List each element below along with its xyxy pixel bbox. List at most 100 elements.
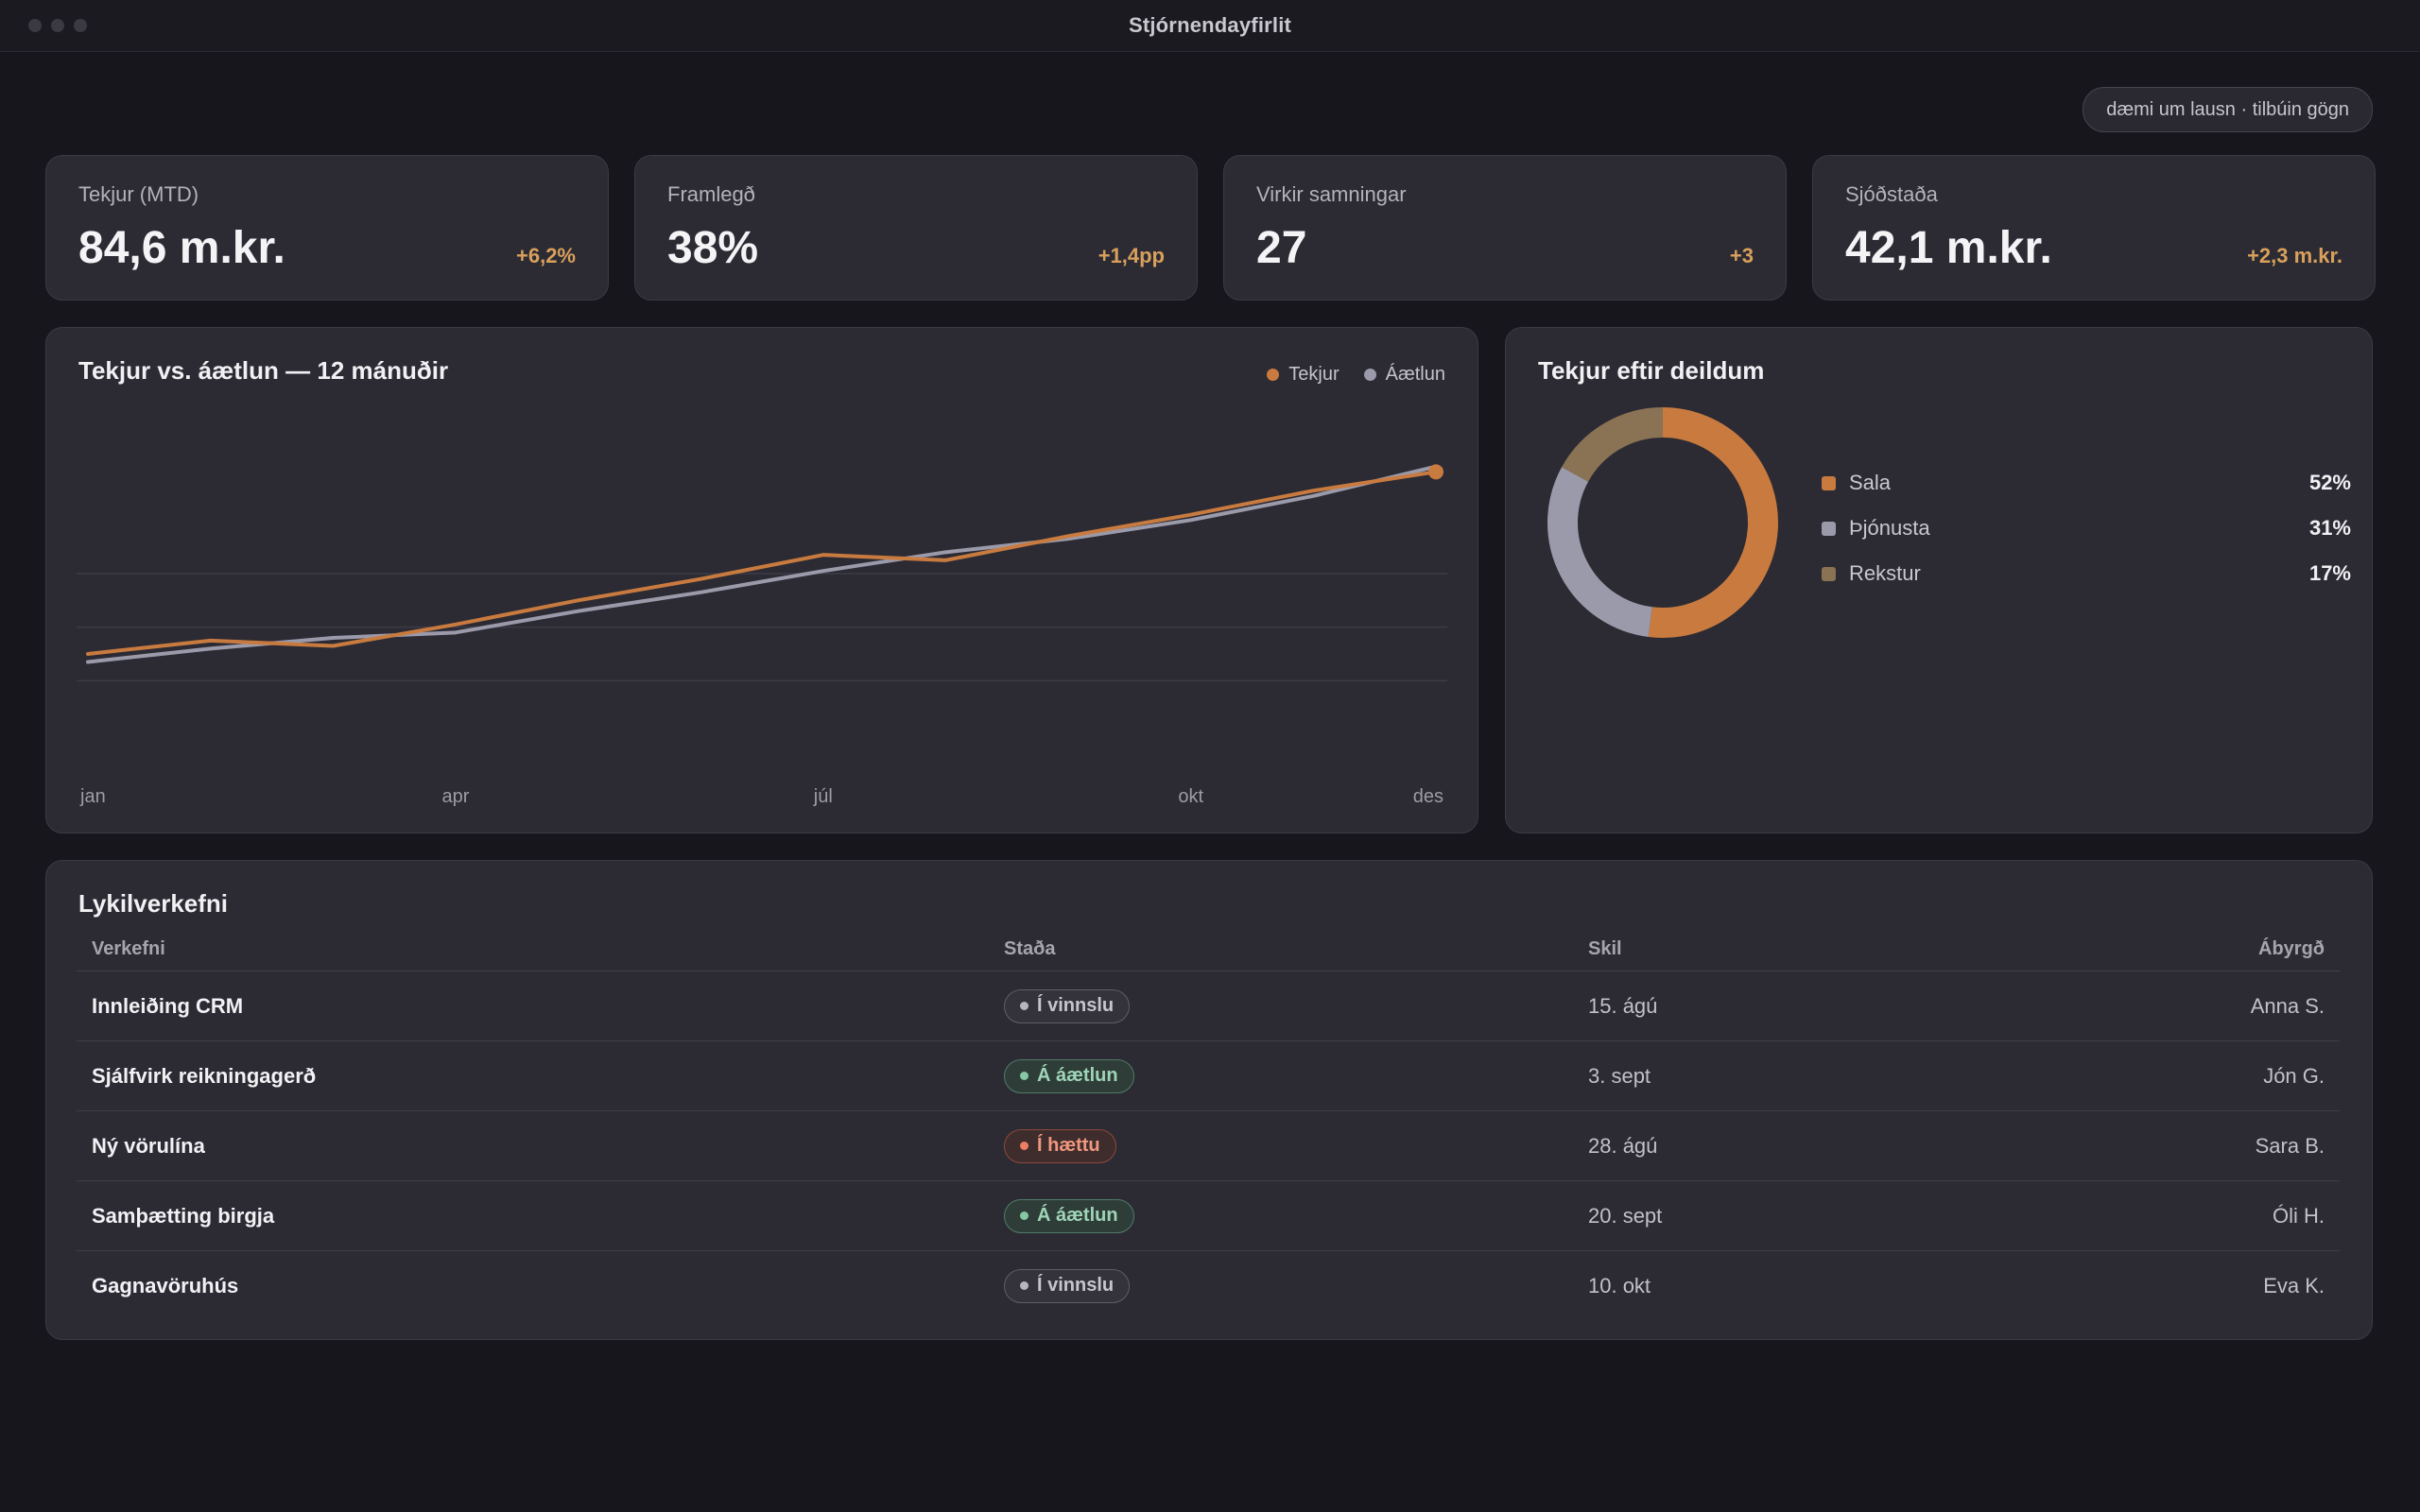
status-dot: [1020, 1211, 1028, 1220]
task-name: Innleiðing CRM: [77, 971, 989, 1041]
legend-label: Rekstur: [1849, 561, 1921, 585]
table-row[interactable]: Sjálfvirk reikningagerð Á áætlun 3. sept…: [77, 1040, 2340, 1111]
status-dot: [1020, 1142, 1028, 1150]
status-dot: [1020, 1072, 1028, 1080]
donut-legend: Sala 52% Þjónusta 31% Rekstur 17%: [1822, 460, 2351, 596]
line-chart: jan apr júl okt des: [77, 464, 1447, 807]
kpi-value: 27: [1256, 223, 1307, 273]
line-chart-legend: Tekjur Áætlun: [1267, 364, 1445, 386]
status-label: Á áætlun: [1037, 1065, 1118, 1086]
minimize-window-button[interactable]: [51, 19, 64, 32]
kpi-card-contracts: Virkir samningar 27 +3: [1223, 155, 1787, 301]
due-date: 28. ágú: [1573, 1110, 2076, 1181]
legend-dot: [1267, 369, 1280, 381]
x-tick-label: apr: [441, 786, 469, 807]
status-dot: [1020, 1002, 1028, 1010]
kpi-card-cash: Sjóðstaða 42,1 m.kr. +2,3 m.kr.: [1812, 155, 2376, 301]
column-header-owner[interactable]: Ábyrgð: [2076, 927, 2340, 971]
status-badge: Í vinnslu: [1004, 1268, 1131, 1303]
kpi-delta: +1,4pp: [1098, 244, 1165, 267]
x-tick-label: des: [1413, 786, 1443, 807]
revenue-vs-plan-panel: Tekjur vs. áætlun — 12 mánuðir Tekjur Áæ…: [45, 327, 1478, 833]
series-line-plan: [86, 464, 1438, 664]
owner-name: Jón G.: [2076, 1040, 2340, 1111]
status-dot: [1020, 1281, 1028, 1290]
due-date: 15. ágú: [1573, 971, 2076, 1041]
kpi-value: 42,1 m.kr.: [1845, 223, 2052, 273]
status-label: Í hættu: [1037, 1135, 1100, 1156]
task-name: Sjálfvirk reikningagerð: [77, 1040, 989, 1111]
owner-name: Sara B.: [2076, 1110, 2340, 1181]
column-header-status[interactable]: Staða: [989, 927, 1573, 971]
projects-table: Verkefni Staða Skil Ábyrgð Innleiðing CR…: [77, 927, 2340, 1320]
status-label: Í vinnslu: [1037, 1275, 1115, 1296]
legend-dot: [1363, 369, 1376, 381]
table-header-row: Verkefni Staða Skil Ábyrgð: [77, 927, 2340, 971]
status-label: Í vinnslu: [1037, 995, 1115, 1016]
donut-chart: [1547, 407, 1778, 638]
table-row[interactable]: Samþætting birgja Á áætlun 20. sept Óli …: [77, 1180, 2340, 1251]
owner-name: Anna S.: [2076, 971, 2340, 1041]
column-header-due[interactable]: Skil: [1573, 927, 2076, 971]
owner-name: Eva K.: [2263, 1273, 2325, 1297]
window-title: Stjórnendayfirlit: [1128, 13, 1292, 37]
key-projects-panel: Lykilverkefni Verkefni Staða Skil Ábyrgð…: [45, 860, 2373, 1340]
status-label: Á áætlun: [1037, 1205, 1118, 1226]
column-header-task[interactable]: Verkefni: [77, 927, 989, 971]
legend-label: Þjónusta: [1849, 516, 1930, 540]
line-chart-title: Tekjur vs. áætlun — 12 mánuðir: [78, 356, 449, 385]
maximize-window-button[interactable]: [74, 19, 87, 32]
window-controls[interactable]: [28, 19, 87, 32]
legend-value: 31%: [2308, 516, 2351, 540]
status-badge: Í vinnslu: [1004, 988, 1131, 1023]
status-badge: Í hættu: [1004, 1128, 1116, 1163]
donut-chart-title: Tekjur eftir deildum: [1538, 356, 1765, 385]
series-endpoint-marker: [1428, 464, 1443, 480]
donut-legend-item-operations: Rekstur 17%: [1822, 551, 2351, 596]
kpi-delta: +3: [1729, 244, 1754, 267]
kpi-value: 84,6 m.kr.: [78, 223, 285, 273]
x-tick-label: okt: [1178, 786, 1203, 807]
donut-slice-1: [1547, 467, 1653, 638]
revenue-by-department-panel: Tekjur eftir deildum Sala 52% Þjónusta 3…: [1505, 327, 2373, 833]
table-row[interactable]: Ný vörulína Í hættu 28. ágú Sara B.: [77, 1110, 2340, 1181]
donut-legend-item-sales: Sala 52%: [1822, 460, 2351, 506]
kpi-label: Virkir samningar: [1256, 182, 1407, 206]
close-window-button[interactable]: [28, 19, 42, 32]
demo-data-badge: dæmi um lausn · tilbúin gögn: [2083, 87, 2373, 132]
kpi-card-revenue: Tekjur (MTD) 84,6 m.kr. +6,2%: [45, 155, 609, 301]
due-date: 20. sept: [1573, 1180, 2076, 1251]
status-badge: Á áætlun: [1004, 1058, 1134, 1093]
task-name: Ný vörulína: [77, 1110, 989, 1181]
kpi-delta: +2,3 m.kr.: [2247, 244, 2342, 267]
legend-swatch: [1822, 475, 1836, 490]
donut-legend-item-service: Þjónusta 31%: [1822, 506, 2351, 551]
donut-slice-0: [1648, 407, 1778, 638]
due-date: 3. sept: [1573, 1040, 2076, 1111]
legend-value: 52%: [2308, 471, 2351, 494]
owner-name: Óli H.: [2076, 1180, 2340, 1251]
kpi-value: 38%: [667, 223, 759, 273]
kpi-label: Framlegð: [667, 182, 755, 206]
x-tick-label: jan: [79, 786, 106, 807]
legend-label: Sala: [1849, 471, 1892, 494]
task-name: Samþætting birgja: [77, 1180, 989, 1251]
donut-slice-2: [1562, 407, 1664, 483]
legend-value: 17%: [2308, 561, 2351, 585]
kpi-label: Sjóðstaða: [1845, 182, 1938, 206]
kpi-delta: +6,2%: [516, 244, 576, 267]
legend-label: Tekjur: [1288, 364, 1340, 385]
kpi-card-margin: Framlegð 38% +1,4pp: [634, 155, 1198, 301]
table-row[interactable]: Gagnavöruhús Í vinnslu 10. okt Eva K.: [77, 1251, 2340, 1321]
table-row[interactable]: Innleiðing CRM Í vinnslu 15. ágú Anna S.: [77, 971, 2340, 1041]
projects-title: Lykilverkefni: [78, 889, 229, 918]
legend-item-revenue: Tekjur: [1267, 364, 1340, 386]
title-bar: Stjórnendayfirlit: [0, 0, 2420, 52]
kpi-label: Tekjur (MTD): [78, 182, 199, 206]
legend-swatch: [1822, 566, 1836, 581]
legend-label: Áætlun: [1385, 364, 1445, 385]
series-line-revenue: [86, 470, 1438, 656]
x-tick-label: júl: [813, 786, 833, 807]
status-badge: Á áætlun: [1004, 1198, 1134, 1233]
due-date: 10. okt: [1588, 1273, 1651, 1297]
